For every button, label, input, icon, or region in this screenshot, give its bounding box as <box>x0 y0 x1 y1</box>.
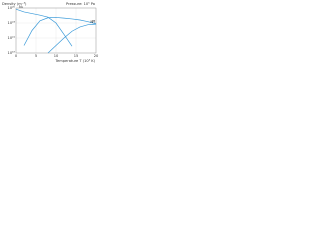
background <box>0 0 100 65</box>
x-tick-label: 20 <box>94 54 99 58</box>
y-tick-label: 10²³ <box>8 21 16 25</box>
chart-title: Pressure: 10⁵ Pa <box>66 2 95 6</box>
plot-frame <box>15 7 97 54</box>
x-tick-label: 5 <box>35 54 37 58</box>
series-label: N₂ <box>19 5 24 9</box>
x-tick-label: 0 <box>15 54 18 58</box>
y-axis-label: Density (m⁻³) <box>2 2 27 6</box>
y-tick-label: 10²⁵ <box>8 6 16 10</box>
series-line <box>15 8 73 47</box>
x-axis-label: Temperature T (10³ K) <box>54 59 95 63</box>
x-tick-label: 15 <box>74 54 79 58</box>
series-label: N <box>92 20 95 24</box>
y-tick-label: 10²¹ <box>8 36 16 40</box>
y-tick-label: 10¹⁹ <box>8 51 16 55</box>
chart: Density (m⁻³) Pressure: 10⁵ Pa Temperatu… <box>0 0 100 65</box>
series-label: N⁺ <box>90 20 95 24</box>
series-line <box>23 17 97 46</box>
x-tick-label: 10 <box>54 54 59 58</box>
series-line <box>47 23 97 54</box>
